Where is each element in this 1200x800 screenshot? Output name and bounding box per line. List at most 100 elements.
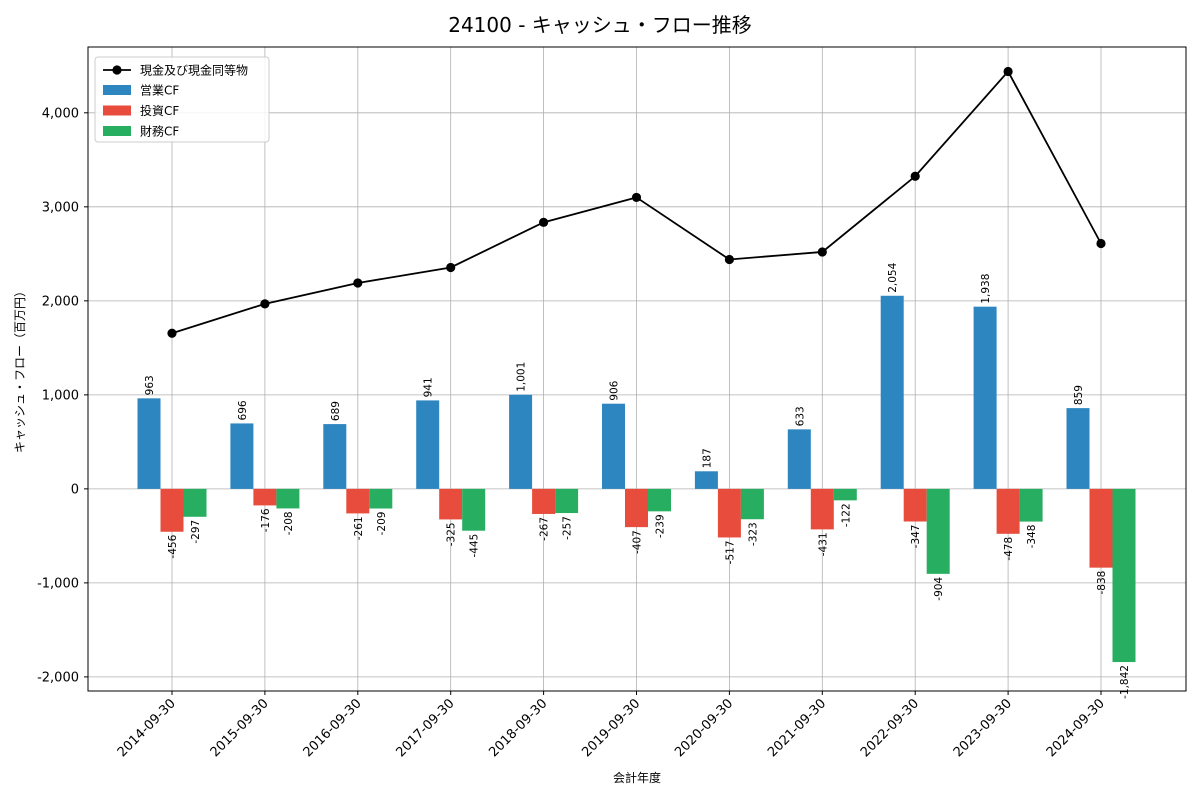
bar-investing [346, 488, 370, 514]
bar-value-label: 941 [423, 377, 435, 397]
bar-value-label: -209 [376, 512, 388, 536]
bar-value-label: -239 [655, 514, 667, 538]
x-tick-label: 2023-09-30 [951, 696, 1015, 760]
y-tick-label: 2,000 [42, 294, 79, 309]
bar-operating [416, 400, 440, 489]
bar-financing [833, 488, 857, 501]
bar-value-label: 859 [1073, 385, 1085, 405]
bar-value-label: -456 [167, 534, 179, 558]
bar-investing [903, 488, 927, 522]
bar-value-label: 2,054 [887, 262, 899, 292]
bar-investing [160, 488, 184, 532]
bar-value-label: -431 [817, 532, 829, 556]
y-tick-label: -2,000 [37, 670, 79, 685]
x-tick-label: 2015-09-30 [208, 696, 272, 760]
bar-financing [926, 488, 950, 574]
cash-equivalents-point [260, 299, 270, 309]
legend-bar-swatch [103, 105, 131, 116]
bar-operating [973, 306, 997, 489]
bar-value-label: -347 [910, 524, 922, 548]
bar-investing [532, 488, 556, 514]
y-tick-label: 3,000 [42, 200, 79, 215]
legend-label: 営業CF [140, 84, 179, 98]
x-tick-label: 2019-09-30 [579, 696, 643, 760]
bar-financing [1019, 488, 1043, 522]
cash-equivalents-point [724, 254, 735, 265]
cash-equivalents-point [1096, 238, 1106, 249]
bar-investing [253, 488, 277, 506]
bar-value-label: 1,001 [516, 362, 528, 392]
legend-box [94, 56, 270, 143]
x-tick-label: 2024-09-30 [1044, 696, 1108, 760]
cash-equivalents-point [353, 278, 363, 288]
bar-value-label: 689 [330, 401, 342, 421]
bar-value-label: -325 [446, 522, 458, 546]
bar-operating [602, 403, 625, 489]
cash-equivalents-point [910, 171, 920, 181]
bar-operating [137, 398, 161, 489]
bar-value-label: 696 [237, 400, 249, 420]
bar-value-label: -904 [933, 577, 945, 601]
bar-value-label: -838 [1096, 571, 1108, 595]
bar-financing [555, 488, 579, 514]
bar-value-label: -478 [1003, 537, 1015, 561]
x-tick-label: 2016-09-30 [301, 696, 365, 760]
x-tick-label: 2021-09-30 [765, 696, 829, 760]
bar-investing [1089, 488, 1113, 568]
legend-bar-swatch [103, 85, 131, 95]
legend-label: 投資CF [140, 103, 179, 118]
x-tick-label: 2014-09-30 [115, 696, 179, 760]
bar-operating [880, 295, 904, 489]
bar-financing [369, 488, 393, 509]
bar-value-label: 187 [701, 448, 713, 468]
bar-operating [509, 394, 533, 489]
bar-investing [439, 488, 463, 520]
x-tick-label: 2018-09-30 [486, 696, 550, 760]
bar-financing [276, 488, 300, 509]
bar-investing [810, 488, 834, 530]
bar-value-label: 633 [794, 406, 806, 426]
bar-value-label: -297 [190, 520, 202, 544]
bar-financing [183, 488, 207, 517]
cash-equivalents-point [1003, 66, 1013, 77]
bar-financing [462, 488, 486, 531]
chart-title: 24100 - キャッシュ・フロー推移 [448, 13, 752, 37]
cash-equivalents-point [446, 262, 456, 273]
bar-value-label: -267 [539, 517, 551, 541]
bar-financing [648, 488, 671, 512]
y-axis-label: キャッシュ・フロー（百万円） [13, 285, 27, 453]
cash-equivalents-point [817, 247, 827, 257]
bar-investing [625, 488, 648, 528]
y-tick-label: -1,000 [37, 576, 79, 591]
bar-value-label: -517 [724, 540, 736, 564]
bar-operating [1066, 408, 1090, 489]
bar-value-label: -257 [562, 516, 574, 540]
bar-operating [694, 471, 718, 489]
bar-value-label: -348 [1026, 525, 1038, 549]
legend-line-marker [112, 65, 122, 75]
cash-equivalents-point [539, 217, 549, 227]
bar-investing [717, 488, 741, 538]
y-tick-label: 4,000 [42, 106, 79, 121]
bar-operating [787, 429, 811, 489]
cash-equivalents-point [631, 192, 642, 203]
bar-investing [996, 488, 1020, 534]
bar-value-label: -176 [260, 508, 272, 532]
y-tick-label: 1,000 [42, 388, 79, 403]
bar-financing [1112, 488, 1136, 663]
bar-value-label: -1,842 [1119, 665, 1131, 699]
legend-label-cash: 現金及び現金同等物 [140, 63, 248, 78]
bar-value-label: -407 [632, 530, 644, 554]
x-tick-label: 2017-09-30 [393, 696, 457, 760]
bar-financing [740, 488, 764, 520]
cash-equivalents-point [167, 328, 177, 338]
bar-value-label: 1,938 [980, 274, 992, 304]
bar-value-label: -323 [747, 522, 759, 546]
bar-value-label: -261 [353, 516, 365, 540]
legend-bar-swatch [103, 126, 131, 136]
bar-value-label: -122 [840, 503, 852, 527]
bar-value-label: 963 [144, 375, 156, 395]
legend-label: 財務CF [140, 124, 179, 139]
